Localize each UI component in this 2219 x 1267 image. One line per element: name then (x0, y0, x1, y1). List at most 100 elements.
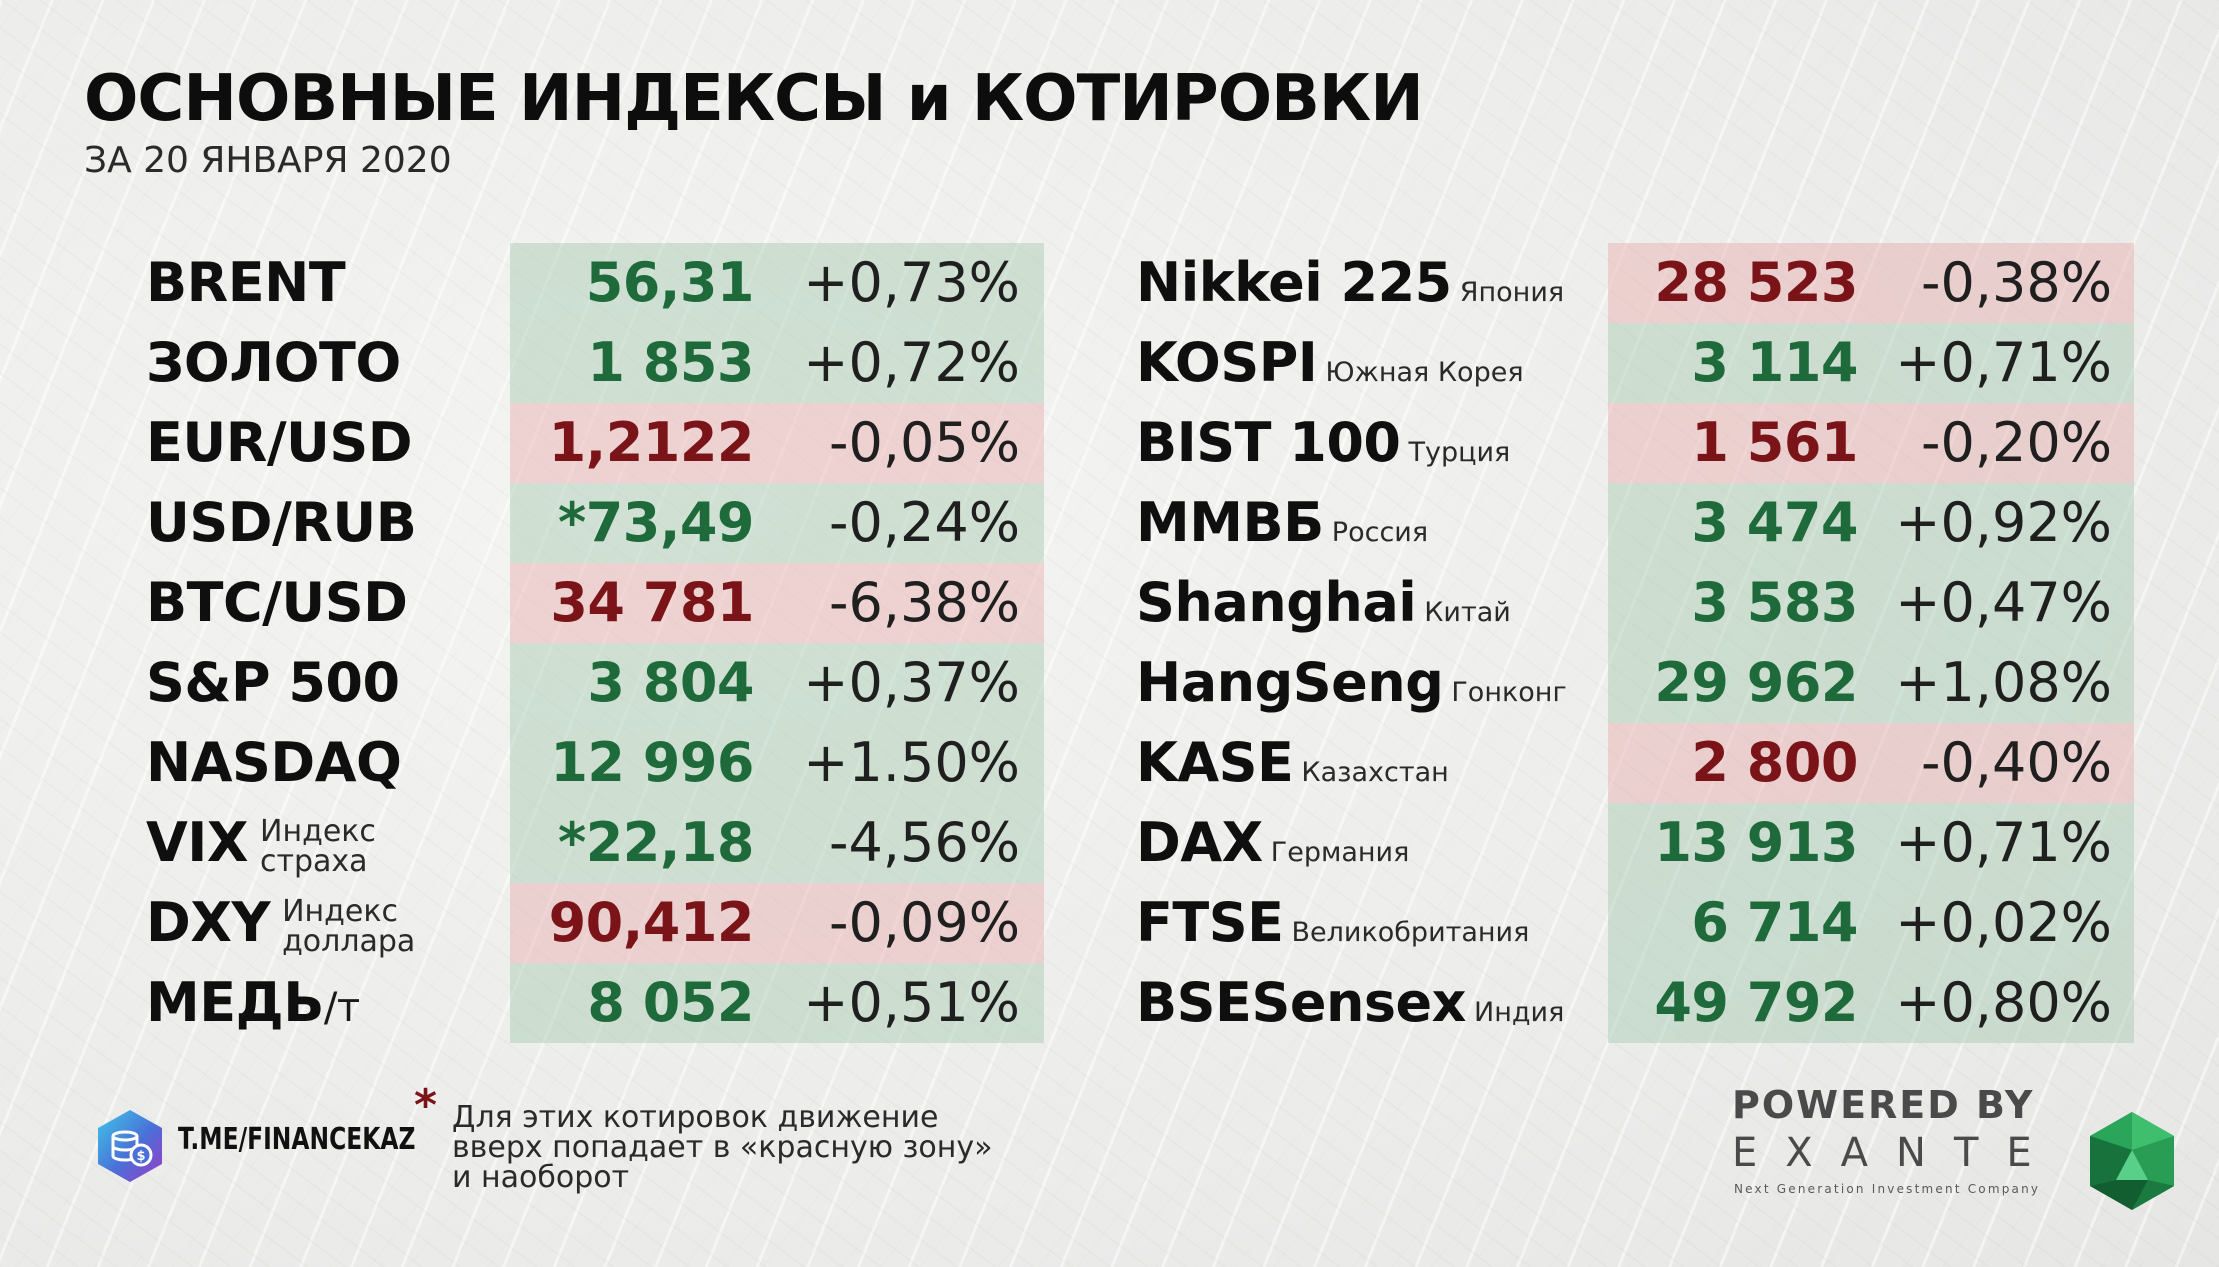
telegram-coins-icon[interactable]: $ (92, 1108, 168, 1184)
quote-row-band (1608, 563, 2134, 643)
instrument-name: VIX Индекс страха (146, 803, 376, 883)
instrument-country: Япония (1459, 277, 1565, 308)
instrument-name: DAX Германия (1136, 803, 1409, 883)
quote-row: BSESensex Индия 49 792 +0,80% (0, 963, 2219, 1043)
instrument-name: S&P 500 (146, 643, 400, 723)
quote-row: S&P 500 3 804 +0,37% (0, 643, 2219, 723)
quote-change: +0,51% (803, 971, 1020, 1034)
exante-tagline: Next Generation Investment Company (1734, 1182, 2041, 1196)
green-gem-icon (2090, 1112, 2174, 1210)
instrument-name: BIST 100 Турция (1136, 403, 1510, 483)
quote-change: -6,38% (828, 571, 1020, 634)
quote-row-band (510, 803, 1044, 883)
quote-value: 12 996 (550, 731, 754, 794)
instrument-ticker: VIX (146, 811, 249, 874)
quote-row-band (510, 403, 1044, 483)
quote-row-band (510, 883, 1044, 963)
instrument-ticker: USD/RUB (146, 491, 417, 554)
quote-change: -0,05% (828, 411, 1020, 474)
quote-row: Nikkei 225 Япония 28 523 -0,38% (0, 243, 2219, 323)
quote-change: +0,71% (1895, 331, 2112, 394)
instrument-country: Россия (1331, 517, 1429, 548)
quote-row-band (1608, 643, 2134, 723)
instrument-description-line-1: Индекс (282, 894, 398, 929)
instrument-name: NASDAQ (146, 723, 402, 803)
quote-change: -0,20% (1920, 411, 2112, 474)
quote-change: +0,37% (803, 651, 1020, 714)
instrument-unit: /т (323, 985, 360, 1031)
instrument-ticker: ММВБ (1136, 491, 1324, 554)
quote-row-band (510, 563, 1044, 643)
quote-value: *22,18 (557, 811, 755, 874)
quote-row-band (510, 323, 1044, 403)
quote-row: BRENT 56,31 +0,73% (0, 243, 2219, 323)
quote-row-band (1608, 323, 2134, 403)
quote-row-band (510, 483, 1044, 563)
quote-change: -0,40% (1920, 731, 2112, 794)
quote-value: 3 114 (1691, 331, 1858, 394)
instrument-description-line-1: Индекс (260, 814, 376, 849)
instrument-ticker: Shanghai (1136, 571, 1417, 634)
instrument-country: Южная Корея (1325, 357, 1524, 388)
quote-change: +0,47% (1895, 571, 2112, 634)
footnote-line-2: вверх попадает в «красную зону» (452, 1130, 993, 1165)
instrument-name: KOSPI Южная Корея (1136, 323, 1524, 403)
quote-value: 2 800 (1691, 731, 1858, 794)
instrument-description: Индекс доллара (282, 897, 415, 957)
quote-value: 3 474 (1691, 491, 1858, 554)
quote-row-band (510, 643, 1044, 723)
instrument-name: BRENT (146, 243, 346, 323)
quote-value: 6 714 (1691, 891, 1858, 954)
quote-value: 1 561 (1691, 411, 1858, 474)
instrument-country: Индия (1474, 997, 1565, 1028)
instrument-name: KASE Казахстан (1136, 723, 1449, 803)
quote-value: 34 781 (550, 571, 754, 634)
instrument-name: ММВБ Россия (1136, 483, 1428, 563)
quote-row-band (510, 243, 1044, 323)
instrument-description: Индекс страха (260, 817, 376, 877)
quote-value: 28 523 (1654, 251, 1858, 314)
footnote-asterisk: * (414, 1080, 438, 1131)
quote-change: +0,73% (803, 251, 1020, 314)
quote-row: DAX Германия 13 913 +0,71% (0, 803, 2219, 883)
quote-change: +0,71% (1895, 811, 2112, 874)
instrument-name: BSESensex Индия (1136, 963, 1564, 1043)
quote-value: 8 052 (587, 971, 754, 1034)
instrument-ticker: Nikkei 225 (1136, 251, 1452, 314)
quote-row: ММВБ Россия 3 474 +0,92% (0, 483, 2219, 563)
quote-change: -0,24% (828, 491, 1020, 554)
instrument-name: USD/RUB (146, 483, 417, 563)
quote-row-band (1608, 243, 2134, 323)
quote-row: Shanghai Китай 3 583 +0,47% (0, 563, 2219, 643)
footnote-line-1: Для этих котировок движение (452, 1100, 939, 1135)
instrument-ticker: KASE (1136, 731, 1294, 794)
quote-row: BIST 100 Турция 1 561 -0,20% (0, 403, 2219, 483)
quote-row: МЕДЬ/т 8 052 +0,51% (0, 963, 2219, 1043)
instrument-ticker: FTSE (1136, 891, 1284, 954)
quote-value: 29 962 (1654, 651, 1858, 714)
telegram-channel-link[interactable]: T.ME/FINANCEKAZ (178, 1122, 416, 1157)
quote-row: DXY Индекс доллара 90,412 -0,09% (0, 883, 2219, 963)
instrument-ticker: ЗОЛОТО (146, 331, 401, 394)
quote-value: 3 583 (1691, 571, 1858, 634)
quote-change: -0,09% (828, 891, 1020, 954)
quote-value: 1,2122 (548, 411, 755, 474)
instrument-description-line-2: страха (260, 844, 368, 879)
instrument-name: HangSeng Гонконг (1136, 643, 1567, 723)
instrument-ticker: HangSeng (1136, 651, 1444, 714)
quote-row: HangSeng Гонконг 29 962 +1,08% (0, 643, 2219, 723)
instrument-ticker: NASDAQ (146, 731, 402, 794)
instrument-country: Великобритания (1291, 917, 1530, 948)
instrument-ticker: KOSPI (1136, 331, 1318, 394)
quote-change: +0,72% (803, 331, 1020, 394)
quote-row: KASE Казахстан 2 800 -0,40% (0, 723, 2219, 803)
instrument-ticker: S&P 500 (146, 651, 400, 714)
svg-text:$: $ (136, 1149, 145, 1164)
instrument-country: Турция (1408, 437, 1511, 468)
instrument-country: Китай (1424, 597, 1511, 628)
instrument-ticker: BSESensex (1136, 971, 1467, 1034)
quote-value: 1 853 (587, 331, 754, 394)
quote-row: ЗОЛОТО 1 853 +0,72% (0, 323, 2219, 403)
quote-row: USD/RUB *73,49 -0,24% (0, 483, 2219, 563)
page-title: ОСНОВНЫЕ ИНДЕКСЫ и КОТИРОВКИ (84, 62, 1424, 136)
